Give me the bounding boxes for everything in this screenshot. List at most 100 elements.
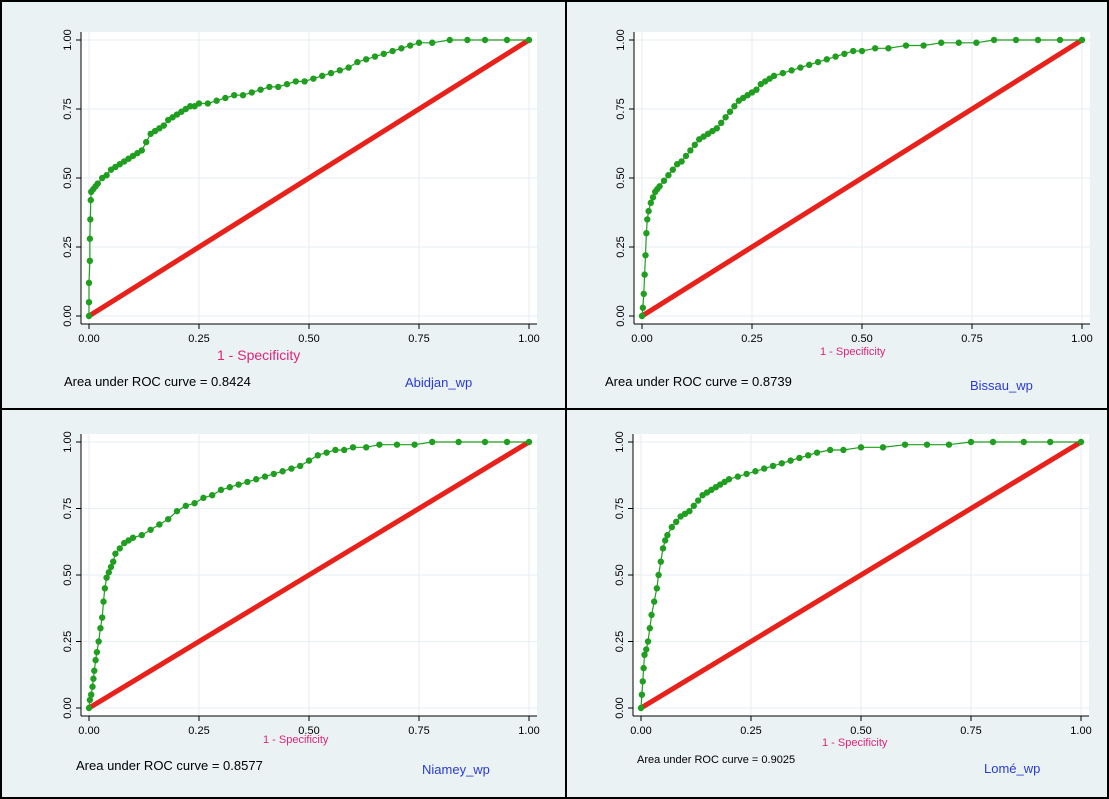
roc-point [231,92,238,99]
y-tick-label: 0.75 [615,98,627,119]
roc-point [651,598,658,605]
roc-point [722,114,729,121]
roc-point [850,47,857,55]
roc-point [279,468,286,475]
roc-point [691,141,698,149]
roc-point [93,648,101,656]
roc-point [761,465,768,472]
roc-point [643,230,650,237]
x-tick-label: 0.50 [298,333,319,345]
y-tick-label: 1.00 [62,431,74,452]
roc-point [393,441,401,448]
roc-point [945,441,953,448]
roc-point [695,497,702,504]
roc-point [638,691,646,698]
roc-point [769,462,777,470]
reference-line [86,37,532,319]
roc-point [226,484,233,491]
reference-line [638,439,1084,711]
x-tick-label: 0.50 [850,725,871,737]
x-tick-label: 0.75 [408,725,429,737]
y-tick-label: 0.00 [62,305,74,326]
roc-point [686,507,693,515]
roc-point [103,172,110,179]
roc-point [481,36,489,44]
roc-point [283,80,291,88]
roc-point [955,39,962,46]
roc-point [641,271,648,278]
roc-point [806,61,813,69]
roc-point [743,470,750,478]
y-tick-label: 0.25 [614,631,626,652]
roc-point [673,518,680,525]
x-tick-label: 0.25 [741,333,762,345]
roc-point [753,86,760,93]
roc-point [95,638,102,645]
roc-point [725,476,733,483]
x-axis-title: 1 - Specificity [820,346,886,358]
roc-point [86,235,94,242]
y-tick-label: 0.75 [62,98,74,119]
roc-point [788,67,795,74]
roc-point [105,569,113,576]
roc-point [266,83,273,91]
roc-point [481,438,489,446]
roc-point [832,53,839,60]
roc-point [85,299,93,306]
roc-point [314,452,321,459]
roc-point [638,312,646,320]
x-axis-title: 1 - Specificity [263,734,329,746]
roc-point [669,166,676,173]
site-label: Bissau_wp [970,378,1033,393]
roc-point [1077,438,1085,446]
grid-border-left [0,0,2,799]
roc-point [687,147,694,154]
roc-point [354,58,361,66]
roc-point [349,444,357,451]
roc-point [195,100,203,107]
y-tick-label: 0.25 [62,236,74,257]
y-tick-label: 0.50 [614,564,626,585]
x-tick-label: 1.00 [1070,725,1091,737]
roc-point [752,468,759,475]
x-tick-label: 1.00 [1071,333,1092,345]
roc-point [1056,36,1064,44]
roc-point [796,454,803,462]
roc-point [239,92,247,99]
roc-point [660,177,668,184]
site-label: Lomé_wp [984,761,1041,776]
roc-point [665,172,672,179]
roc-point [244,478,251,486]
roc-point [165,515,172,523]
roc-point [319,72,326,80]
x-tick-label: 1.00 [518,333,539,345]
roc-point [645,207,652,215]
roc-point [857,444,865,451]
site-label: Abidjan_wp [405,375,473,390]
roc-plot-svg: 0.00 0.25 0.50 0.75 1.00 0.00 0.25 0.50 0.75 1.00 [614,431,1092,737]
roc-point [138,531,145,539]
y-tick-label: 0.50 [62,564,74,585]
roc-point [209,492,216,499]
x-tick-label: 0.25 [188,333,209,345]
roc-point [668,523,675,531]
roc-point [641,651,648,658]
y-tick-label: 1.00 [614,431,626,452]
roc-point [814,58,822,66]
roc-panel-bissau: 0.00 0.25 0.50 0.75 1.00 0.00 0.25 0.50 0.75 1.00… [567,2,1107,408]
roc-point [429,39,436,46]
roc-point [99,614,106,621]
roc-point [726,108,734,115]
roc-point [805,452,812,459]
roc-point [310,75,317,82]
y-tick-label: 0.25 [62,631,74,652]
x-tick-label: 0.75 [408,333,429,345]
roc-point [415,39,423,46]
roc-point [647,199,654,207]
roc-point [323,449,330,456]
roc-point [657,558,664,565]
roc-point [858,47,866,55]
roc-point [191,499,198,507]
grid-border-right [1107,0,1109,799]
